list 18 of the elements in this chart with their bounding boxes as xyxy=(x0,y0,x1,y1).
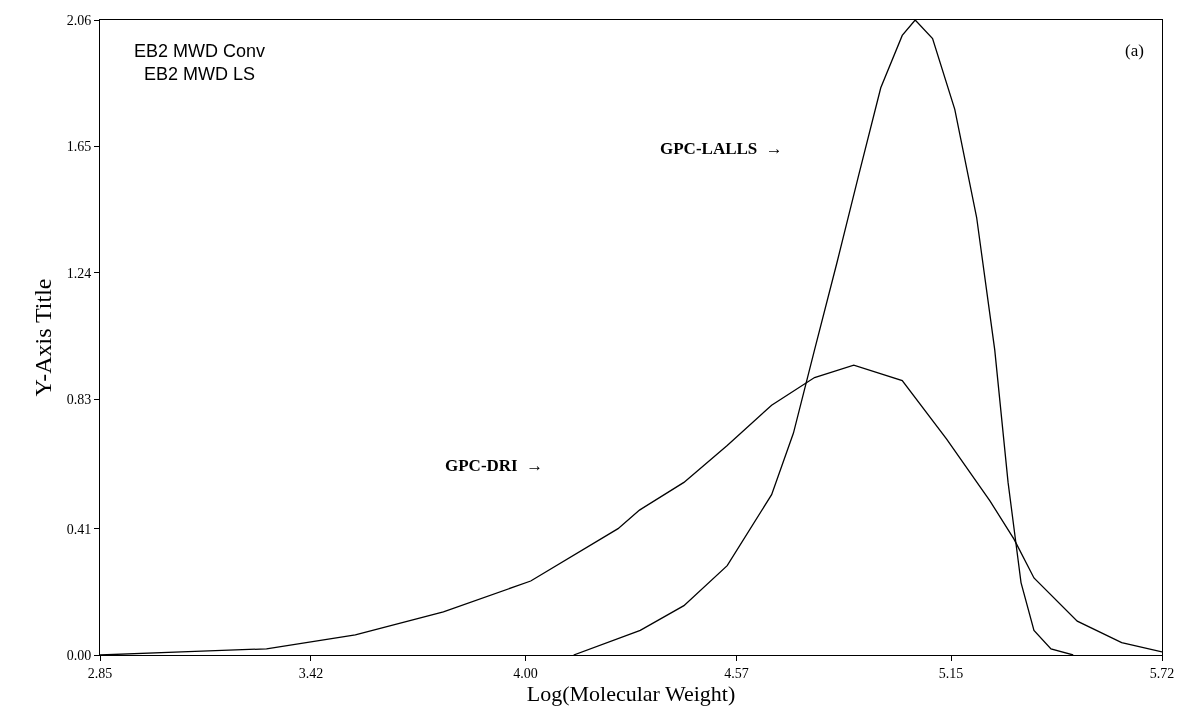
annotation: (a) xyxy=(1125,41,1144,60)
y-tick-label: 0.41 xyxy=(66,521,92,537)
annotation: EB2 MWD Conv EB2 MWD LS xyxy=(134,41,266,85)
annotation: GPC-DRI → xyxy=(445,456,544,475)
y-axis-title: Y-Axis Title xyxy=(29,278,56,397)
y-tick-label: 0.00 xyxy=(66,647,92,663)
x-axis-title: Log(Molecular Weight) xyxy=(526,680,736,706)
y-tick-label: 1.24 xyxy=(66,265,92,281)
x-tick-label: 4.00 xyxy=(513,665,538,681)
y-tick-label: 1.65 xyxy=(66,139,92,155)
x-tick-label: 3.42 xyxy=(298,665,324,681)
x-tick-label: 4.57 xyxy=(724,665,749,681)
annotation: GPC-LALLS → xyxy=(660,139,783,158)
y-tick-label: 0.83 xyxy=(66,392,92,408)
x-tick-label: 5.15 xyxy=(938,665,964,681)
x-tick-label: 2.85 xyxy=(87,665,113,681)
y-tick-label: 2.06 xyxy=(66,12,92,28)
x-tick-label: 5.72 xyxy=(1149,665,1175,681)
